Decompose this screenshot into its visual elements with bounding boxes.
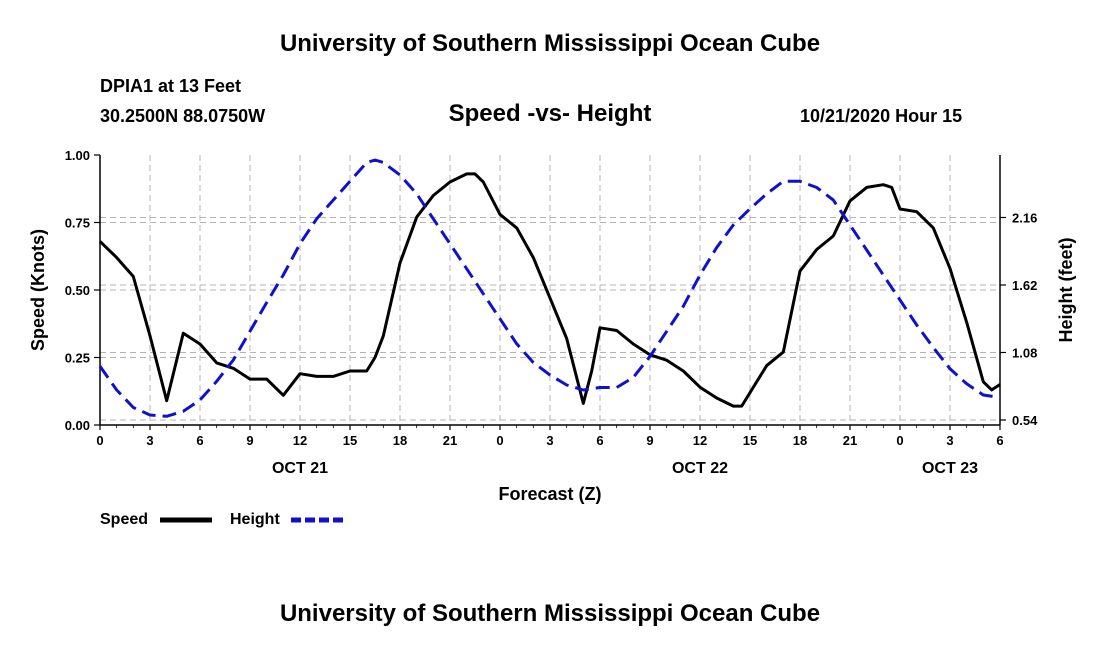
x-tick-label: 15 — [743, 433, 757, 448]
x-tick-label: 12 — [293, 433, 307, 448]
x-tick-label: 0 — [896, 433, 903, 448]
labels-layer: 0 3 6 9 12 15 18 21 0 3 6 9 12 15 18 21 0 3 6 OCT 21 OCT 22 O… — [28, 148, 1076, 504]
x-tick-label: 0 — [96, 433, 103, 448]
x-tick-label: 21 — [843, 433, 857, 448]
x-tick-label: 9 — [646, 433, 653, 448]
y-tick-label: 0.25 — [65, 351, 90, 366]
y-right-tick-label: 1.62 — [1012, 278, 1037, 293]
y-tick-label: 0.00 — [65, 418, 90, 433]
x-tick-label: 3 — [146, 433, 153, 448]
station-label: DPIA1 at 13 Feet — [100, 76, 242, 96]
x-tick-label: 18 — [393, 433, 407, 448]
y-tick-label: 0.75 — [65, 216, 90, 231]
y-tick-label: 1.00 — [65, 148, 90, 163]
legend-speed-label: Speed — [100, 511, 148, 528]
x-tick-label: 9 — [246, 433, 253, 448]
y-right-tick-label: 1.08 — [1012, 346, 1037, 361]
x-tick-label: 3 — [546, 433, 553, 448]
series-layer — [98, 158, 1001, 418]
x-tick-label: 3 — [946, 433, 953, 448]
x-tick-label: 18 — [793, 433, 807, 448]
date-label: OCT 23 — [922, 460, 978, 477]
bottom-title: University of Southern Mississippi Ocean… — [279, 600, 821, 627]
date-label: OCT 22 — [672, 460, 728, 477]
x-axis-title: Forecast (Z) — [498, 484, 601, 504]
top-title: University of Southern Mississippi Ocean… — [279, 30, 821, 57]
x-tick-label: 21 — [443, 433, 457, 448]
legend-layer: Speed Height — [100, 511, 343, 528]
grid-layer — [100, 155, 1000, 425]
chart-title-wrap: Speed -vs- Height — [0, 100, 1100, 128]
axes-layer — [94, 154, 1006, 430]
x-tick-label: 12 — [693, 433, 707, 448]
speed-series-line — [98, 172, 1001, 408]
timestamp-label: 10/21/2020 Hour 15 — [800, 106, 963, 126]
x-tick-label: 6 — [196, 433, 203, 448]
coordinates-label: 30.2500N 88.0750W — [100, 106, 266, 126]
x-tick-label: 6 — [996, 433, 1003, 448]
date-label: OCT 21 — [272, 460, 328, 477]
y-axis-title: Speed (Knots) — [28, 229, 48, 351]
y-right-tick-label: 0.54 — [1012, 413, 1038, 428]
x-tick-label: 15 — [343, 433, 357, 448]
x-tick-label: 0 — [496, 433, 503, 448]
y-tick-label: 0.50 — [65, 283, 90, 298]
legend-height-label: Height — [230, 511, 280, 528]
y-right-axis-title: Height (feet) — [1056, 238, 1076, 343]
height-series-line — [98, 158, 1001, 418]
chart-title: Speed -vs- Height — [448, 100, 652, 127]
y-right-tick-label: 2.16 — [1012, 211, 1037, 226]
x-tick-label: 6 — [596, 433, 603, 448]
